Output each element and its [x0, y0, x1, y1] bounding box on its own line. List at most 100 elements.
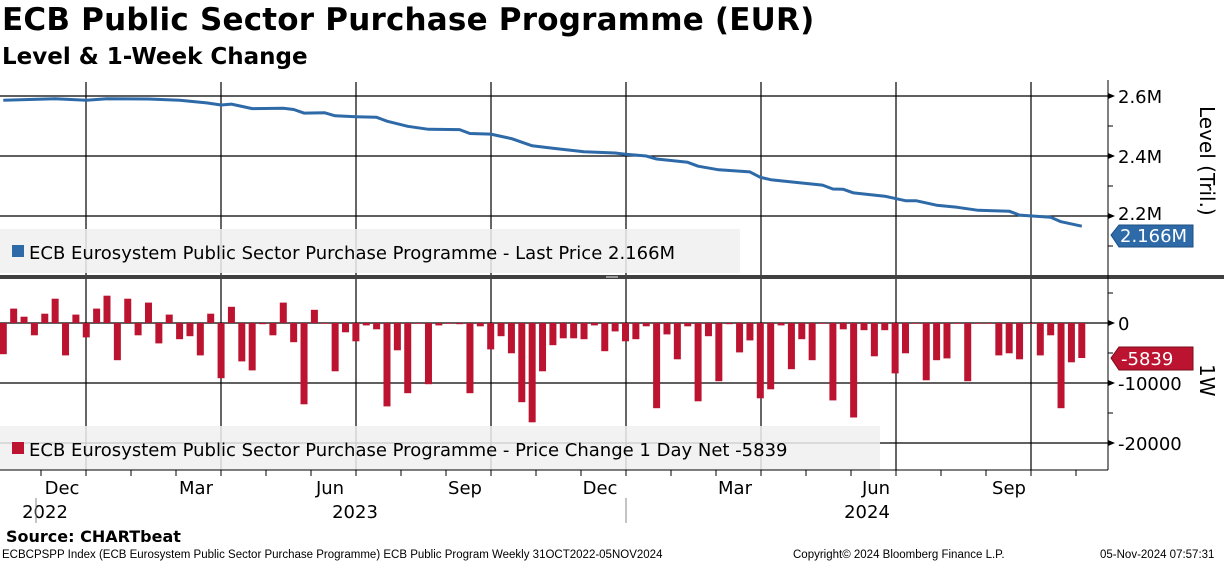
change-bar	[155, 323, 163, 344]
change-bar	[1016, 323, 1024, 360]
legend-bottom-text: ECB Eurosystem Public Sector Purchase Pr…	[29, 440, 787, 461]
change-bar	[580, 323, 588, 340]
change-bar	[808, 323, 816, 361]
change-bar	[72, 314, 80, 323]
change-bar	[943, 323, 951, 359]
footer-copyright: Copyright© 2024 Bloomberg Finance L.P.	[793, 549, 1005, 561]
change-bar	[704, 323, 712, 337]
change-bar	[518, 323, 526, 403]
change-bar	[694, 323, 702, 402]
legend-top-swatch	[12, 245, 24, 257]
change-bar	[30, 323, 38, 336]
x-axis-labels: Dec Mar Jun Sep Dec Mar Jun Sep 2022 202…	[22, 478, 1026, 523]
change-bar	[186, 323, 194, 337]
change-bar	[124, 298, 132, 323]
change-bar	[559, 323, 567, 339]
change-bar	[798, 323, 806, 340]
change-bar	[62, 323, 70, 356]
change-bar	[829, 323, 837, 401]
change-axis-title: 1W	[1195, 364, 1219, 397]
change-bar	[352, 323, 360, 342]
change-bar	[487, 323, 495, 350]
change-bar	[1047, 323, 1055, 336]
change-bar	[912, 323, 920, 324]
change-bar	[176, 323, 184, 340]
change-bar	[144, 302, 152, 323]
change-bar	[1078, 323, 1086, 359]
xtick-month: Dec	[583, 478, 618, 499]
change-bar	[653, 323, 661, 409]
change-bar	[622, 323, 629, 342]
change-bar	[393, 323, 401, 351]
source-note: Source: CHARTbeat	[6, 527, 181, 546]
change-bar	[259, 323, 267, 325]
ytick-2.6M: 2.6M	[1118, 87, 1162, 108]
change-bar	[113, 323, 121, 361]
change-bar	[777, 323, 785, 326]
change-bar	[901, 323, 909, 354]
change-bar	[383, 323, 391, 407]
change-bar	[1057, 323, 1065, 409]
change-bar	[756, 323, 764, 399]
y-major-tick	[1108, 440, 1115, 446]
change-bar	[10, 308, 18, 323]
change-bar	[611, 323, 619, 332]
change-bar	[248, 323, 256, 371]
change-bar	[850, 323, 858, 418]
change-bar	[507, 323, 515, 354]
y-major-tick	[1108, 153, 1115, 159]
axis-ticks	[40, 93, 1115, 476]
ytick-0: 0	[1118, 314, 1129, 335]
change-bar	[1026, 323, 1034, 324]
change-bar	[673, 323, 681, 360]
change-bar	[435, 323, 443, 326]
change-bar	[819, 323, 827, 324]
change-bar	[767, 323, 775, 390]
legend-bottom-box	[0, 426, 880, 470]
last-change-label: -5839	[1121, 349, 1173, 370]
change-bar	[1036, 323, 1044, 356]
legend-bottom-swatch	[12, 442, 24, 454]
chart-title: ECB Public Sector Purchase Programme (EU…	[2, 2, 815, 38]
change-bar	[684, 323, 692, 327]
change-bar	[549, 323, 557, 346]
xtick-month: Sep	[992, 478, 1026, 499]
change-bar	[715, 323, 723, 382]
change-bar	[165, 314, 173, 323]
change-bar	[217, 323, 225, 379]
ytick-minus-20000: -20000	[1118, 434, 1182, 455]
change-bar	[539, 323, 547, 372]
bar-series	[0, 295, 1086, 423]
xtick-month: Jun	[861, 478, 890, 499]
change-bar	[373, 323, 381, 330]
change-bar	[196, 323, 204, 356]
change-bar	[93, 308, 101, 323]
xtick-year: 2024	[844, 502, 890, 523]
change-bar	[424, 323, 432, 385]
xtick-month: Mar	[718, 478, 753, 499]
legend-top-text: ECB Eurosystem Public Sector Purchase Pr…	[29, 243, 675, 264]
change-bar	[881, 323, 889, 331]
change-bar	[839, 323, 847, 330]
change-bar	[528, 323, 536, 423]
level-line	[3, 97, 1083, 228]
y-major-tick	[1108, 213, 1115, 219]
divider-handle[interactable]	[606, 276, 618, 278]
change-bar	[466, 323, 474, 394]
change-bar	[933, 323, 941, 361]
change-bar	[20, 316, 28, 323]
change-bar	[103, 295, 111, 323]
change-bar	[787, 323, 795, 370]
y-major-tick	[1108, 93, 1115, 99]
change-bar	[0, 323, 7, 355]
change-bar	[207, 313, 215, 323]
y-major-tick	[1108, 320, 1115, 326]
change-bar	[342, 323, 350, 333]
footer-timestamp: 05-Nov-2024 07:57:31	[1100, 549, 1215, 561]
ytick-2.2M: 2.2M	[1118, 204, 1162, 225]
xtick-year: 2023	[332, 502, 378, 523]
change-bar	[445, 323, 453, 324]
change-bar	[663, 323, 671, 335]
change-bar	[632, 323, 640, 340]
